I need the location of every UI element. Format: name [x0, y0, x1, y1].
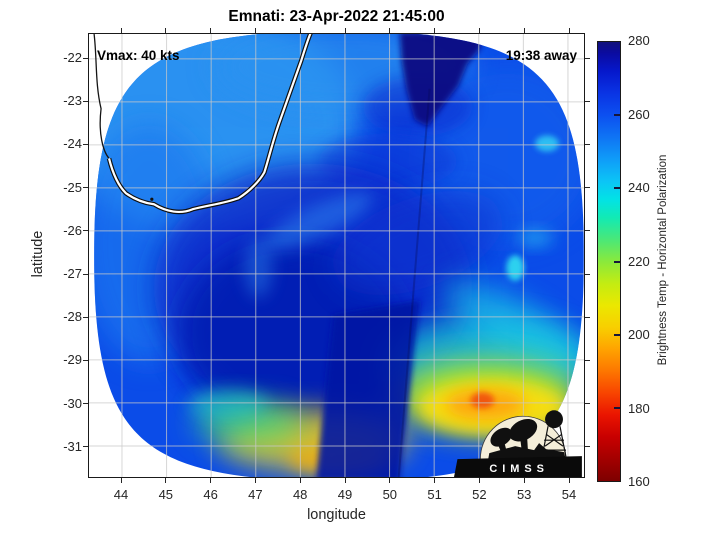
swath-seam [397, 88, 431, 477]
eta-annotation: 19:38 away [505, 48, 577, 63]
dark-band-bottom [316, 300, 420, 477]
colorbar-tick-label: 200 [628, 327, 650, 342]
tick-mark [523, 478, 525, 483]
tick-mark [254, 28, 256, 33]
colorbar-tick-mark [614, 114, 620, 117]
tick-mark [344, 478, 346, 483]
x-tick-label: 44 [113, 487, 129, 502]
tick-mark [434, 28, 436, 33]
y-tick-label: -27 [63, 266, 82, 281]
colorbar-tick-mark [614, 406, 620, 409]
tick-mark [478, 478, 480, 483]
colorbar-tick-mark [614, 260, 620, 263]
tick-mark [120, 28, 122, 33]
tick-mark [165, 478, 167, 483]
colorbar-tick-label: 260 [628, 106, 650, 122]
tick-mark [585, 187, 590, 189]
tick-mark [568, 478, 570, 483]
y-tick-label: -25 [63, 179, 82, 195]
y-tick-label: -31 [63, 438, 82, 454]
x-tick-label: 45 [158, 487, 174, 502]
tick-mark [585, 359, 590, 361]
tick-mark [254, 478, 256, 483]
warm-spot [470, 392, 495, 409]
tick-mark [165, 28, 167, 33]
x-tick-label: 49 [337, 487, 353, 502]
colorbar-tick-mark [614, 333, 620, 336]
tick-mark [389, 478, 391, 483]
y-tick-label: -23 [63, 93, 82, 109]
y-tick-label: -29 [63, 352, 82, 368]
x-tick-label: 51 [427, 487, 442, 502]
x-tick-label: 47 [248, 487, 263, 502]
tick-mark [478, 28, 480, 33]
cimss-logo: CIMSS [454, 410, 582, 477]
y-tick-label: -30 [63, 395, 82, 411]
tick-mark [585, 316, 590, 318]
tick-mark [523, 28, 525, 33]
y-tick-label: -26 [63, 222, 82, 238]
tick-mark [585, 143, 590, 145]
x-tick-label: 50 [382, 487, 398, 502]
tick-mark [83, 143, 88, 145]
cold-navy-patch [399, 34, 486, 127]
x-tick-label: 48 [292, 487, 308, 502]
x-axis-label: longitude [307, 507, 366, 523]
colorbar-tick-label: 240 [628, 180, 650, 195]
tick-mark [83, 187, 88, 189]
heatmap-canvas: CIMSS [89, 34, 584, 477]
tick-mark [585, 446, 590, 448]
y-tick-label: -24 [63, 136, 82, 152]
y-axis-label: latitude [30, 230, 46, 278]
tick-mark [585, 403, 590, 405]
grid-lines [89, 34, 584, 477]
tick-mark [585, 273, 590, 275]
tick-mark [344, 28, 346, 33]
tick-mark [83, 57, 88, 59]
x-tick-label: 46 [203, 487, 218, 502]
tick-mark [83, 273, 88, 275]
tick-mark [585, 100, 590, 102]
y-tick-label: -28 [63, 309, 82, 325]
x-tick-label: 54 [561, 487, 577, 502]
tick-mark [389, 28, 391, 33]
tick-mark [299, 478, 301, 483]
colorbar-tick-label: 220 [628, 253, 650, 269]
colorbar-tick-label: 160 [628, 474, 650, 489]
colorbar-label: Brightness Temp - Horizontal Polarizatio… [657, 154, 669, 366]
x-tick-label: 53 [516, 487, 532, 502]
x-tick-label: 52 [472, 487, 487, 502]
chart-title: Emnati: 23-Apr-2022 21:45:00 [228, 8, 445, 25]
tick-mark [83, 359, 88, 361]
tick-mark [299, 28, 301, 33]
water-tower-icon [541, 410, 567, 458]
colorbar-tick-mark [614, 187, 620, 190]
plot-area: CIMSS Vmax: 40 kts 19:38 away [88, 33, 585, 478]
vmax-annotation: Vmax: 40 kts [97, 48, 180, 63]
logo-banner [454, 456, 582, 477]
tick-mark [83, 316, 88, 318]
tick-mark [568, 28, 570, 33]
colorbar-tick-label: 280 [628, 33, 650, 48]
swath-heatmap [94, 34, 584, 477]
tick-mark [120, 478, 122, 483]
logo-text: CIMSS [489, 463, 549, 475]
tick-mark [83, 230, 88, 232]
tick-mark [210, 478, 212, 483]
tick-mark [83, 100, 88, 102]
tick-mark [434, 478, 436, 483]
colorbar [597, 41, 621, 482]
colorbar-tick-label: 180 [628, 400, 650, 416]
tick-mark [585, 57, 590, 59]
y-tick-label: -22 [63, 50, 82, 65]
tick-mark [83, 446, 88, 448]
tick-mark [210, 28, 212, 33]
tick-mark [83, 403, 88, 405]
coastline [93, 34, 313, 215]
tick-mark [585, 230, 590, 232]
